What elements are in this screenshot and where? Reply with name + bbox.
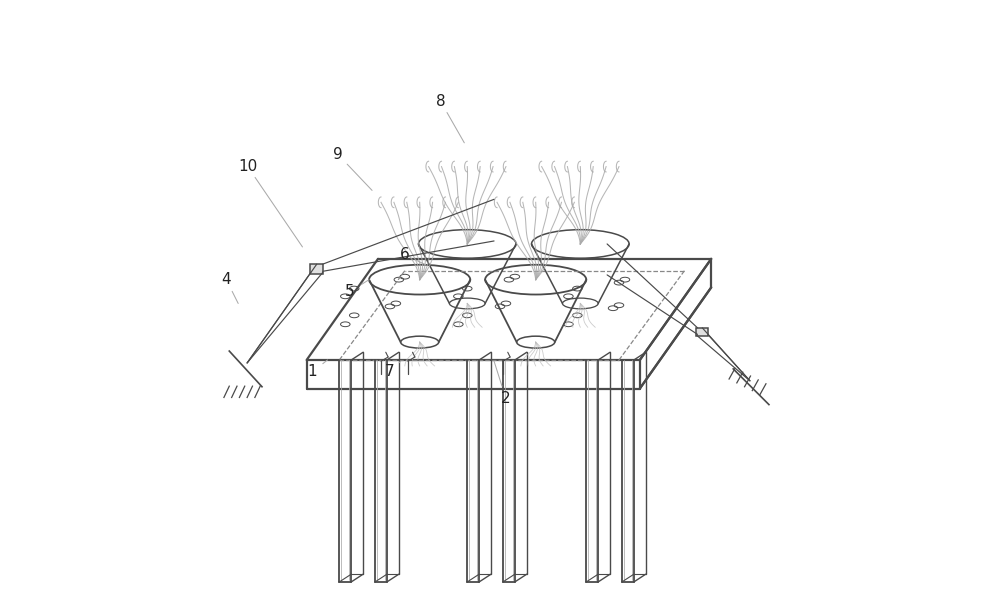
Text: 4: 4	[221, 272, 231, 287]
Text: 10: 10	[238, 159, 257, 174]
Text: 7: 7	[385, 364, 395, 380]
Text: 2: 2	[501, 391, 511, 406]
Bar	[696, 328, 708, 336]
Bar	[310, 264, 323, 274]
Text: 8: 8	[436, 93, 445, 109]
Text: 5: 5	[345, 284, 355, 299]
Text: 1: 1	[308, 364, 317, 380]
Text: 9: 9	[333, 147, 343, 162]
Text: 6: 6	[400, 247, 410, 262]
